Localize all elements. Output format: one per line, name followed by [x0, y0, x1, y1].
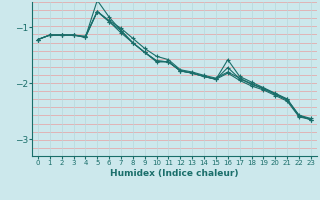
X-axis label: Humidex (Indice chaleur): Humidex (Indice chaleur) — [110, 169, 239, 178]
